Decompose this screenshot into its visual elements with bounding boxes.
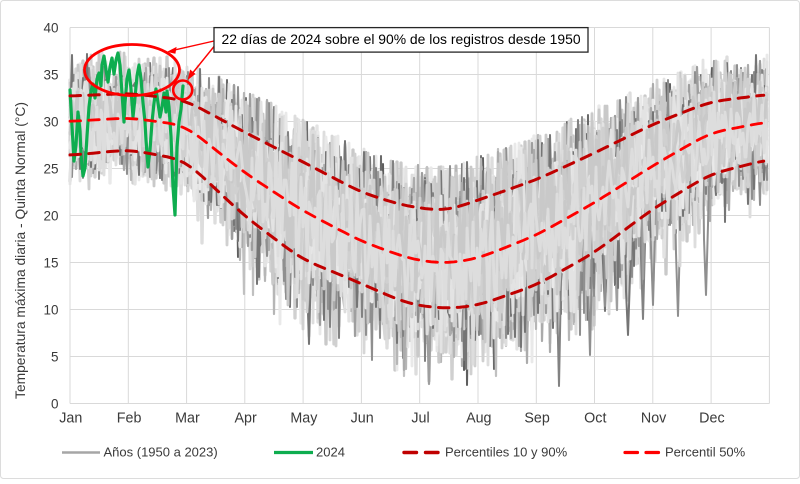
svg-text:Temperatura máxima diaria - Qu: Temperatura máxima diaria - Quinta Norma… bbox=[13, 102, 28, 399]
svg-text:0: 0 bbox=[51, 397, 59, 412]
svg-text:Jul: Jul bbox=[411, 410, 429, 426]
svg-text:Percentiles 10 y 90%: Percentiles 10 y 90% bbox=[445, 445, 568, 460]
svg-text:Apr: Apr bbox=[234, 410, 256, 426]
svg-text:Años (1950 a 2023): Años (1950 a 2023) bbox=[104, 445, 218, 460]
svg-text:Oct: Oct bbox=[584, 410, 606, 426]
svg-text:22 días de 2024 sobre el 90% d: 22 días de 2024 sobre el 90% de los regi… bbox=[222, 31, 581, 47]
svg-text:15: 15 bbox=[43, 256, 58, 271]
svg-text:10: 10 bbox=[43, 303, 58, 318]
svg-text:20: 20 bbox=[43, 209, 58, 224]
svg-text:Dec: Dec bbox=[699, 410, 724, 426]
svg-text:Mar: Mar bbox=[175, 410, 200, 426]
svg-text:Feb: Feb bbox=[117, 410, 142, 426]
svg-text:Percentil 50%: Percentil 50% bbox=[665, 445, 746, 460]
svg-text:May: May bbox=[290, 410, 318, 426]
svg-text:5: 5 bbox=[51, 350, 59, 365]
svg-text:25: 25 bbox=[43, 162, 58, 177]
svg-text:Jan: Jan bbox=[59, 410, 82, 426]
svg-text:Sep: Sep bbox=[524, 410, 549, 426]
svg-text:35: 35 bbox=[43, 68, 58, 83]
svg-text:30: 30 bbox=[43, 115, 58, 130]
svg-text:Aug: Aug bbox=[466, 410, 491, 426]
svg-text:Nov: Nov bbox=[641, 410, 667, 426]
svg-text:2024: 2024 bbox=[316, 445, 345, 460]
svg-text:Jun: Jun bbox=[351, 410, 374, 426]
svg-text:40: 40 bbox=[43, 21, 58, 36]
